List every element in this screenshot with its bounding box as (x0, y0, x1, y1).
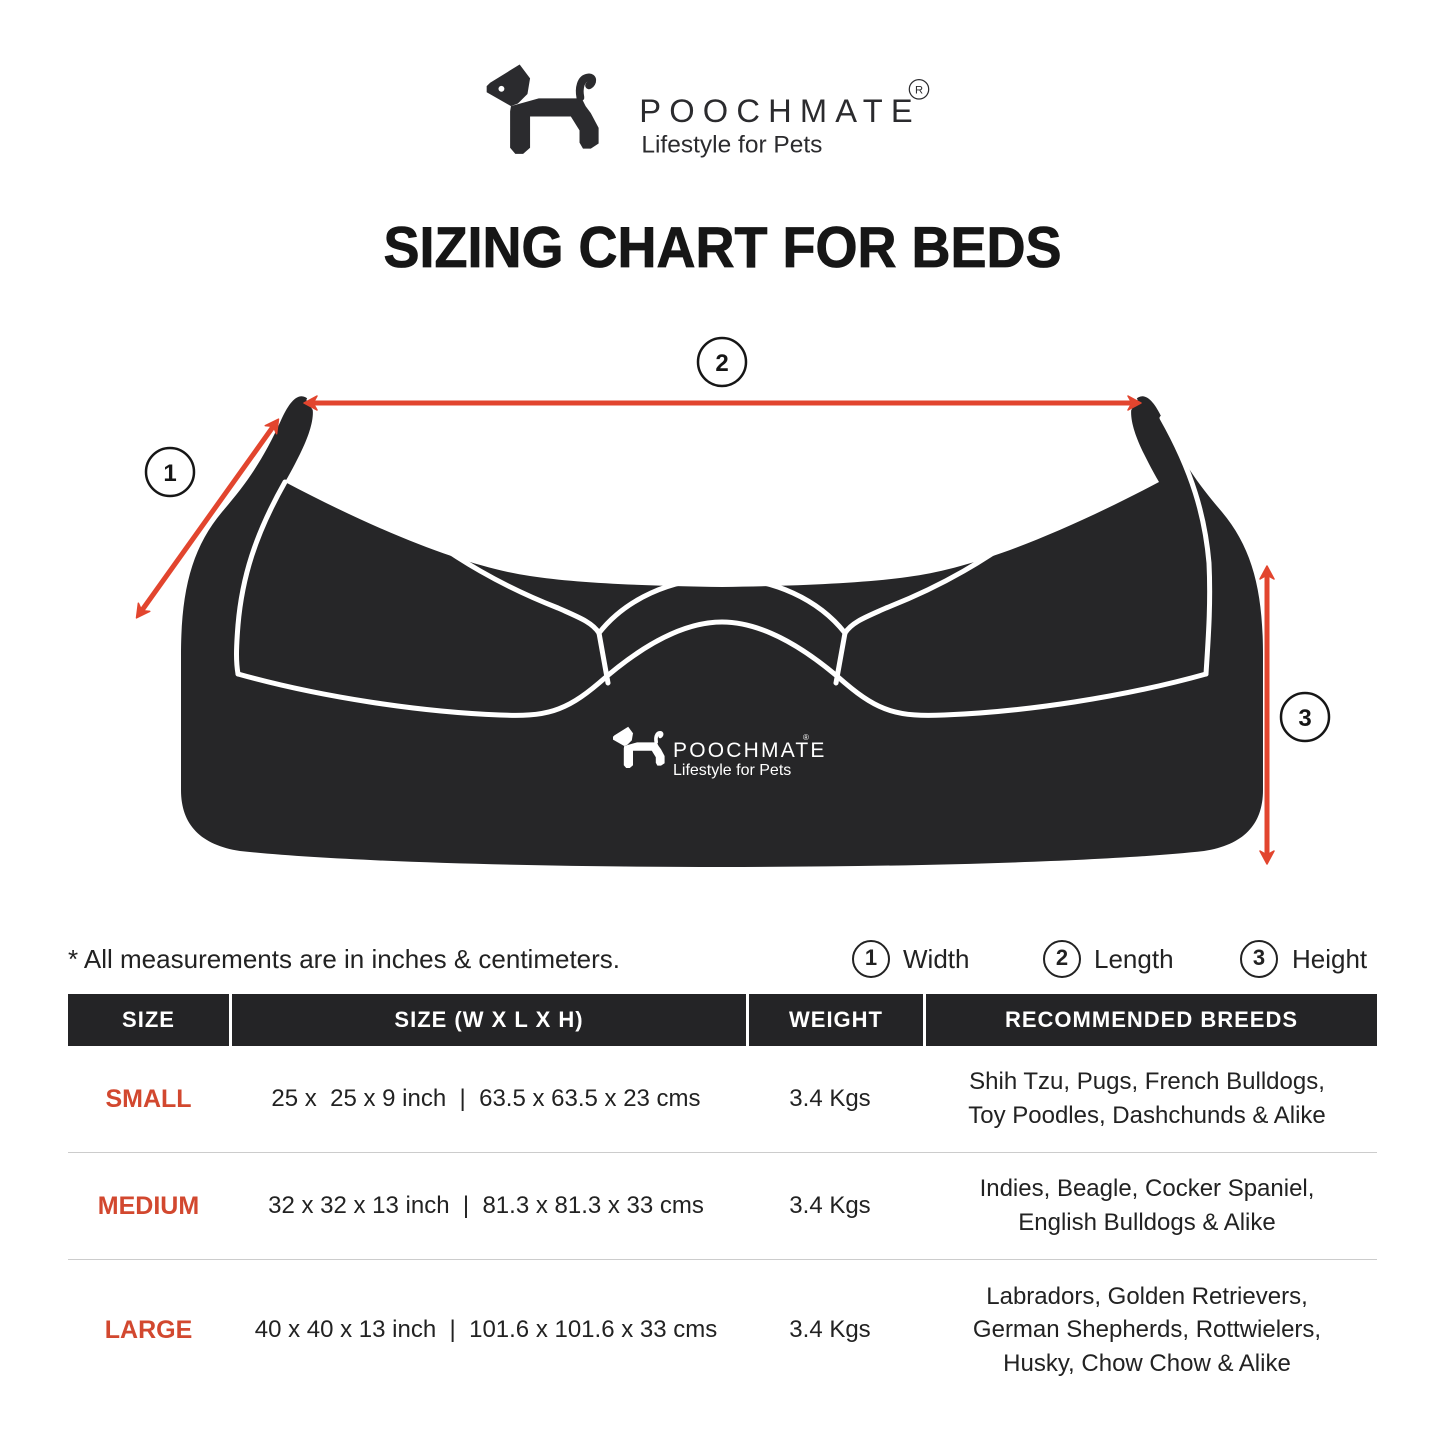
svg-text:3: 3 (1298, 705, 1311, 732)
svg-text:POOCHMATE: POOCHMATE (673, 739, 827, 762)
svg-text:Lifestyle for Pets: Lifestyle for Pets (673, 762, 791, 779)
svg-text:®: ® (803, 733, 809, 742)
svg-text:2: 2 (715, 350, 728, 377)
svg-text:1: 1 (163, 460, 176, 487)
